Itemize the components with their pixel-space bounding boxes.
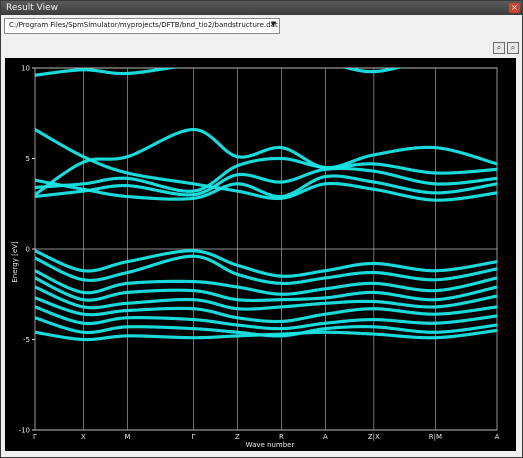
- zoom-in-button[interactable]: ⌕: [493, 42, 505, 54]
- grid-layer: [32, 67, 498, 431]
- x-tick-label: X: [81, 433, 86, 441]
- x-tick-label: Z|X: [368, 433, 380, 441]
- y-tick-label: 10: [21, 65, 30, 73]
- y-tick-label: -10: [19, 427, 30, 435]
- zoom-out-icon: ⌕: [510, 43, 516, 52]
- band-line: [35, 174, 497, 201]
- y-tick-label: -5: [23, 336, 30, 344]
- zoom-in-icon: ⌕: [496, 43, 502, 52]
- band-line: [35, 166, 497, 199]
- band-line: [35, 285, 497, 311]
- y-tick-label: 5: [26, 155, 30, 163]
- band-line: [35, 127, 497, 197]
- band-line: [35, 68, 403, 77]
- file-path-dropdown[interactable]: C:/Program Files/SpmSimulator/myprojects…: [4, 18, 280, 34]
- series-layer: [35, 68, 497, 342]
- x-tick-label: A: [323, 433, 328, 441]
- x-tick-label: R: [279, 433, 284, 441]
- band-line: [35, 269, 497, 296]
- dropdown-arrow-icon[interactable]: ▼: [270, 20, 276, 28]
- x-tick-label: M: [124, 433, 130, 441]
- band-line: [35, 249, 497, 278]
- band-line: [35, 127, 497, 202]
- x-tick-label: Γ: [191, 433, 195, 441]
- y-tick-label: 0: [26, 246, 30, 254]
- band-line: [35, 296, 497, 324]
- close-button[interactable]: ×: [509, 3, 520, 13]
- x-axis-label: Wave number: [246, 441, 295, 449]
- x-tick-label: A: [495, 433, 500, 441]
- title-bar: Result View ×: [1, 1, 522, 15]
- x-tick-label: Z: [235, 433, 240, 441]
- file-path-value: C:/Program Files/SpmSimulator/myprojects…: [9, 21, 278, 29]
- zoom-out-button[interactable]: ⌕: [507, 42, 519, 54]
- band-structure-svg: Γ X M Γ Z R A Z|X R|M A -10 -5 0 5 10 Energy [eV] Wave…: [11, 65, 500, 450]
- band-line: [35, 328, 497, 342]
- x-tick-label: Γ: [33, 433, 37, 441]
- band-line: [35, 156, 497, 193]
- y-axis-label: Energy [eV]: [11, 241, 19, 283]
- band-line: [35, 276, 497, 303]
- band-line: [35, 305, 497, 331]
- window-title: Result View: [6, 3, 59, 13]
- x-tick-label: R|M: [429, 433, 442, 441]
- label-layer: Γ X M Γ Z R A Z|X R|M A -10 -5 0 5 10: [19, 65, 500, 442]
- band-line: [35, 254, 497, 286]
- band-structure-plot: Γ X M Γ Z R A Z|X R|M A -10 -5 0 5 10 Energy [eV] Wave…: [5, 58, 516, 451]
